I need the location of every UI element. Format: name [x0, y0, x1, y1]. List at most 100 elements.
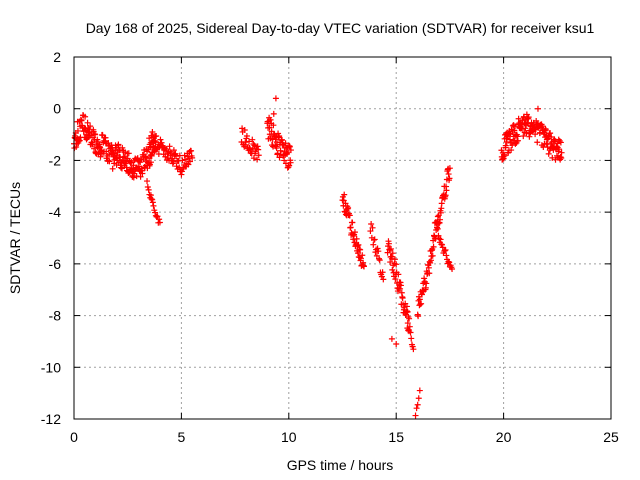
data-point	[445, 171, 452, 178]
data-point	[144, 184, 151, 191]
data-point	[128, 158, 135, 165]
data-point	[430, 243, 437, 250]
x-tick-label: 5	[178, 429, 186, 445]
data-point	[508, 147, 515, 154]
data-point	[267, 116, 274, 123]
data-point	[287, 147, 294, 154]
data-point	[124, 155, 131, 162]
data-point	[557, 139, 564, 146]
data-point	[153, 132, 160, 139]
data-point	[389, 266, 396, 273]
data-point	[418, 300, 425, 307]
data-point	[395, 271, 402, 278]
data-point	[397, 285, 404, 292]
data-point	[439, 241, 446, 248]
data-point	[341, 191, 348, 198]
data-point	[92, 131, 99, 138]
data-point	[520, 133, 527, 140]
data-point	[179, 157, 186, 164]
data-point	[522, 125, 529, 132]
data-point	[545, 150, 552, 157]
data-point	[115, 141, 122, 148]
data-point	[189, 154, 196, 161]
data-point	[170, 159, 177, 166]
data-point	[437, 216, 444, 223]
data-point	[414, 401, 421, 408]
data-point	[345, 204, 352, 211]
data-point	[434, 213, 441, 220]
data-point	[438, 200, 445, 207]
data-point	[243, 133, 250, 140]
data-point	[429, 252, 436, 259]
data-point	[272, 95, 279, 102]
data-point	[370, 241, 377, 248]
data-point	[354, 250, 361, 257]
data-point	[149, 129, 156, 136]
data-point	[380, 276, 387, 283]
data-point	[139, 170, 146, 177]
data-point	[369, 224, 376, 231]
data-point	[387, 259, 394, 266]
y-tick-label: 0	[53, 101, 61, 117]
data-point	[242, 141, 249, 148]
data-point	[385, 240, 392, 247]
data-point	[351, 229, 358, 236]
y-tick-label: -10	[41, 359, 61, 375]
data-point	[408, 335, 415, 342]
data-point	[547, 130, 554, 137]
data-point	[432, 219, 439, 226]
data-point	[282, 160, 289, 167]
data-point	[371, 236, 378, 243]
y-tick-label: -4	[49, 204, 62, 220]
data-point	[87, 123, 94, 130]
data-point	[186, 158, 193, 165]
data-point	[255, 146, 262, 153]
data-point	[158, 139, 165, 146]
data-point	[78, 117, 85, 124]
data-point	[534, 139, 541, 146]
data-point	[393, 341, 400, 348]
data-point	[509, 142, 516, 149]
data-point	[241, 126, 248, 133]
data-point	[185, 161, 192, 168]
data-point	[406, 323, 413, 330]
data-point	[399, 295, 406, 302]
data-point	[286, 143, 293, 150]
data-point	[434, 225, 441, 232]
data-point	[355, 241, 362, 248]
data-point	[82, 113, 89, 120]
data-point	[133, 173, 140, 180]
data-point	[416, 387, 423, 394]
data-point	[347, 224, 354, 231]
data-point	[397, 282, 404, 289]
data-point	[442, 246, 449, 253]
y-tick-label: -2	[49, 152, 62, 168]
data-point	[503, 138, 510, 145]
data-point	[386, 247, 393, 254]
data-point	[443, 252, 450, 259]
data-point	[549, 154, 556, 161]
data-point	[388, 335, 395, 342]
data-point	[415, 395, 422, 402]
data-point	[270, 122, 277, 129]
data-point	[403, 303, 410, 310]
data-point	[152, 209, 159, 216]
data-point	[349, 219, 356, 226]
data-point	[137, 173, 144, 180]
data-point	[148, 195, 155, 202]
data-point	[391, 256, 398, 263]
data-point	[445, 258, 452, 265]
grid-lines	[74, 57, 611, 419]
data-point	[102, 134, 109, 141]
data-point	[433, 219, 440, 226]
data-point	[250, 155, 257, 162]
data-point	[427, 259, 434, 266]
data-point	[168, 150, 175, 157]
plot-frame	[73, 56, 612, 420]
data-point	[84, 119, 91, 126]
data-point	[147, 139, 154, 146]
data-point	[250, 140, 257, 147]
data-point	[273, 144, 280, 151]
data-point	[147, 192, 154, 199]
data-point	[282, 140, 289, 147]
